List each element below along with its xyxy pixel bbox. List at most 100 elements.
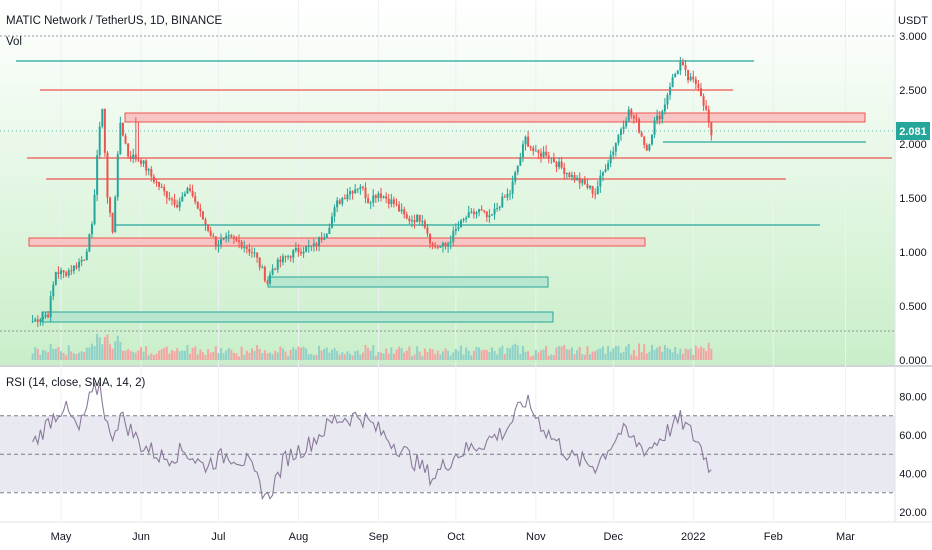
- candle-body[interactable]: [129, 156, 132, 159]
- candle-body[interactable]: [625, 120, 628, 127]
- candle-body[interactable]: [196, 201, 199, 209]
- candle-body[interactable]: [617, 134, 620, 144]
- candle-body[interactable]: [645, 145, 648, 151]
- candle-body[interactable]: [140, 160, 142, 164]
- candle-body[interactable]: [158, 181, 161, 187]
- candle-body[interactable]: [392, 199, 395, 204]
- candle-body[interactable]: [287, 256, 290, 258]
- candle-body[interactable]: [413, 220, 416, 223]
- candle-body[interactable]: [183, 193, 186, 197]
- candle-body[interactable]: [150, 169, 153, 177]
- candle-body[interactable]: [534, 150, 537, 152]
- candle-body[interactable]: [57, 272, 60, 275]
- candle-body[interactable]: [377, 193, 380, 199]
- candle-body[interactable]: [96, 155, 99, 195]
- demand-zone[interactable]: [41, 311, 554, 323]
- price-pane[interactable]: [0, 0, 895, 365]
- candle-body[interactable]: [638, 118, 641, 133]
- candle-body[interactable]: [478, 209, 481, 213]
- candle-body[interactable]: [121, 122, 124, 136]
- candle-body[interactable]: [676, 70, 679, 74]
- candle-body[interactable]: [364, 187, 367, 199]
- candle-body[interactable]: [119, 122, 122, 155]
- candle-body[interactable]: [658, 115, 661, 120]
- candle-body[interactable]: [594, 193, 597, 195]
- candle-body[interactable]: [431, 243, 434, 246]
- candle-body[interactable]: [656, 115, 659, 121]
- candle-body[interactable]: [454, 229, 457, 232]
- candle-body[interactable]: [496, 207, 499, 209]
- candle-body[interactable]: [346, 194, 349, 200]
- candle-body[interactable]: [248, 248, 251, 253]
- candle-body[interactable]: [225, 235, 228, 238]
- candle-body[interactable]: [485, 211, 488, 218]
- candle-body[interactable]: [181, 196, 184, 202]
- candle-body[interactable]: [403, 209, 406, 215]
- candle-body[interactable]: [542, 151, 545, 157]
- price-axis[interactable]: 3.000 2.500 2.000 1.500 1.000 0.500 0.000: [899, 31, 927, 367]
- candle-body[interactable]: [697, 84, 700, 89]
- candle-body[interactable]: [498, 207, 501, 209]
- candle-body[interactable]: [674, 73, 677, 78]
- candle-body[interactable]: [552, 157, 555, 163]
- candle-body[interactable]: [470, 211, 473, 213]
- candle-body[interactable]: [31, 321, 34, 323]
- candle-body[interactable]: [227, 235, 230, 237]
- candle-body[interactable]: [41, 316, 44, 320]
- candle-body[interactable]: [684, 65, 687, 70]
- candle-body[interactable]: [650, 134, 653, 145]
- candle-body[interactable]: [325, 234, 328, 238]
- candle-body[interactable]: [558, 161, 561, 168]
- candle-body[interactable]: [601, 171, 604, 176]
- candle-body[interactable]: [310, 245, 313, 247]
- candle-body[interactable]: [488, 215, 491, 218]
- candle-body[interactable]: [271, 268, 274, 275]
- candle-body[interactable]: [199, 208, 202, 212]
- candle-body[interactable]: [147, 169, 150, 171]
- candle-body[interactable]: [503, 196, 506, 198]
- candle-body[interactable]: [671, 77, 674, 87]
- demand-zone[interactable]: [267, 276, 549, 288]
- candle-body[interactable]: [312, 243, 315, 246]
- candle-body[interactable]: [663, 104, 666, 112]
- candle-body[interactable]: [632, 115, 635, 119]
- candle-body[interactable]: [341, 198, 344, 204]
- candle-body[interactable]: [550, 157, 553, 159]
- candle-body[interactable]: [589, 185, 592, 188]
- candle-body[interactable]: [529, 146, 532, 148]
- candle-body[interactable]: [263, 267, 266, 281]
- candle-body[interactable]: [330, 216, 333, 228]
- candle-body[interactable]: [338, 200, 341, 204]
- candle-body[interactable]: [34, 319, 37, 322]
- candle-body[interactable]: [524, 136, 527, 145]
- candle-body[interactable]: [83, 259, 86, 261]
- candle-body[interactable]: [669, 86, 672, 95]
- candle-body[interactable]: [694, 79, 697, 85]
- candle-body[interactable]: [75, 265, 78, 268]
- candle-body[interactable]: [705, 105, 708, 110]
- candle-body[interactable]: [137, 159, 140, 161]
- candle-body[interactable]: [85, 251, 88, 261]
- candle-body[interactable]: [127, 143, 130, 157]
- candle-body[interactable]: [62, 270, 65, 273]
- candle-body[interactable]: [532, 147, 535, 152]
- candle-body[interactable]: [178, 201, 181, 208]
- candle-body[interactable]: [232, 236, 235, 239]
- candle-body[interactable]: [302, 251, 305, 254]
- candle-body[interactable]: [519, 157, 522, 166]
- candle-body[interactable]: [258, 257, 261, 268]
- candle-body[interactable]: [60, 270, 62, 275]
- candle-body[interactable]: [315, 243, 318, 246]
- candle-body[interactable]: [80, 259, 83, 262]
- candle-body[interactable]: [462, 219, 465, 221]
- candle-body[interactable]: [256, 252, 259, 258]
- candle-body[interactable]: [545, 151, 548, 156]
- candle-body[interactable]: [457, 227, 460, 230]
- candle-body[interactable]: [253, 252, 256, 254]
- candle-body[interactable]: [163, 187, 166, 192]
- candle-body[interactable]: [359, 186, 362, 189]
- candle-body[interactable]: [269, 274, 272, 284]
- candle-body[interactable]: [235, 238, 238, 241]
- candle-body[interactable]: [281, 256, 284, 263]
